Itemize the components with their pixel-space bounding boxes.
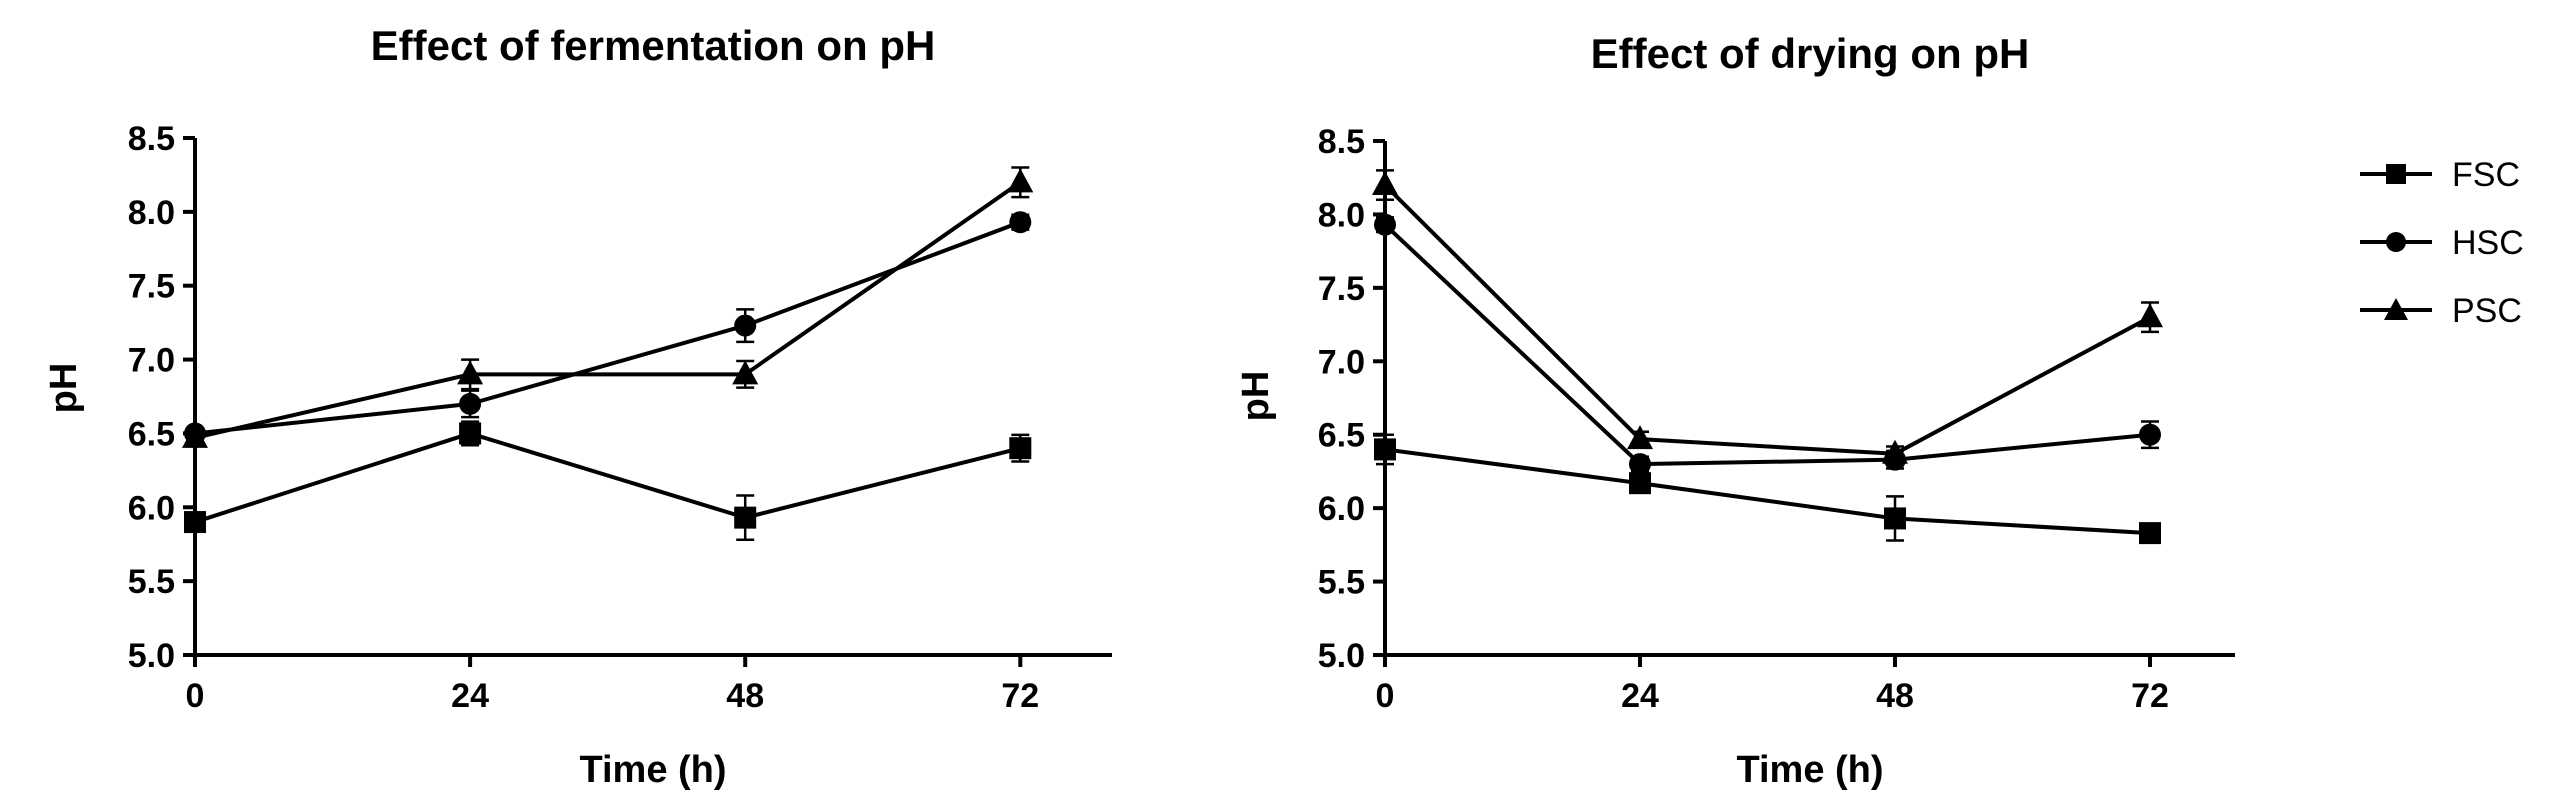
data-point-psc <box>457 360 484 385</box>
series-line-psc <box>194 180 1022 440</box>
y-tick-label: 5.0 <box>1318 637 1365 675</box>
data-point-fsc <box>2139 522 2161 545</box>
y-tick-label: 5.5 <box>1318 564 1365 602</box>
x-tick-label: 48 <box>726 677 764 715</box>
data-point-hsc <box>734 314 757 337</box>
chart-title: Effect of drying on pH <box>1591 30 2030 77</box>
x-tick-label: 0 <box>1376 677 1395 715</box>
legend-marker-psc <box>2384 298 2408 320</box>
series-line-fsc <box>194 431 1021 524</box>
data-point-hsc <box>1009 211 1032 234</box>
data-point-psc <box>2137 303 2163 328</box>
data-point-psc <box>1627 425 1653 450</box>
data-point-hsc <box>1374 213 1396 236</box>
y-tick-label: 5.5 <box>128 563 175 601</box>
x-tick-label: 48 <box>1876 677 1914 715</box>
x-tick-label: 0 <box>186 677 205 715</box>
y-tick-label: 7.0 <box>128 342 175 380</box>
data-point-psc <box>1372 171 1398 196</box>
y-tick-label: 6.0 <box>128 489 175 527</box>
legend-marker-fsc <box>2386 164 2406 184</box>
x-tick-label: 24 <box>451 677 489 715</box>
x-tick-label: 72 <box>2131 677 2169 715</box>
legend: FSC HSC PSC <box>2360 156 2524 330</box>
legend-item-psc: PSC <box>2360 292 2522 330</box>
y-tick-label: 7.5 <box>1318 270 1365 308</box>
series-line-hsc <box>194 220 1022 436</box>
x-axis-label: Time (h) <box>1736 749 1883 791</box>
legend-item-hsc: HSC <box>2360 224 2524 262</box>
y-tick-label: 8.5 <box>128 120 175 158</box>
data-point-fsc <box>1884 507 1906 530</box>
data-point-hsc <box>459 392 482 415</box>
y-axis-label: pH <box>1235 371 1277 422</box>
y-tick-label: 5.0 <box>128 637 175 675</box>
data-point-fsc <box>1009 437 1032 460</box>
data-point-hsc <box>1629 453 1651 476</box>
y-tick-label: 6.0 <box>1318 490 1365 528</box>
data-point-psc <box>182 423 208 448</box>
series-line-psc <box>1383 183 2151 456</box>
data-point-psc <box>1007 168 1034 193</box>
y-axis-label: pH <box>43 363 85 414</box>
data-point-fsc <box>184 511 206 534</box>
data-point-psc <box>1882 439 1908 464</box>
data-point-fsc <box>459 422 482 445</box>
legend-marker-hsc <box>2386 232 2406 252</box>
x-tick-label: 24 <box>1621 677 1659 715</box>
y-tick-label: 6.5 <box>1318 417 1365 455</box>
legend-label-fsc: FSC <box>2452 156 2520 194</box>
y-tick-label: 8.0 <box>1318 196 1365 234</box>
chart-title: Effect of fermentation on pH <box>371 22 936 69</box>
data-point-fsc <box>1629 472 1651 495</box>
fermentation-chart: Effect of fermentation on pH Time (h) pH… <box>43 22 1112 791</box>
legend-label-hsc: HSC <box>2452 224 2524 262</box>
data-point-psc <box>732 360 759 385</box>
x-tick-label: 72 <box>1001 677 1039 715</box>
series-line-hsc <box>1383 223 2151 467</box>
y-tick-label: 8.0 <box>128 194 175 232</box>
data-point-hsc <box>2139 423 2161 446</box>
y-tick-label: 7.0 <box>1318 343 1365 381</box>
y-tick-label: 6.5 <box>128 415 175 453</box>
y-tick-label: 7.5 <box>128 268 175 306</box>
y-tick-label: 8.5 <box>1318 123 1365 161</box>
legend-item-fsc: FSC <box>2360 156 2520 194</box>
data-point-fsc <box>1374 438 1396 461</box>
x-axis-label: Time (h) <box>579 749 726 791</box>
data-point-fsc <box>734 506 757 529</box>
legend-label-psc: PSC <box>2452 292 2522 330</box>
series-line-fsc <box>1384 447 2151 536</box>
drying-chart: Effect of drying on pH Time (h) pH 5.0 5.… <box>1235 30 2235 791</box>
